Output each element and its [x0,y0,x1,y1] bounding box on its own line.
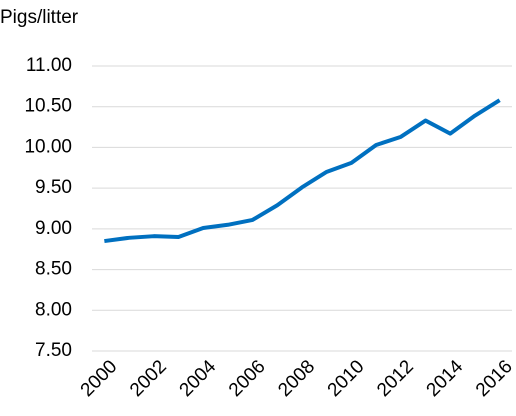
x-tick-label: 2014 [423,356,468,401]
y-tick-label: 9.50 [35,177,72,198]
y-tick-label: 11.00 [26,55,72,76]
y-tick-label: 8.50 [35,259,72,280]
y-tick-label: 7.50 [35,340,72,361]
y-axis-label: Pigs/litter [0,7,79,28]
data-line [104,98,501,244]
y-tick-label: 10.00 [24,136,72,157]
y-tick-label: 8.00 [35,299,72,320]
x-tick-label: 2008 [274,356,319,401]
x-tick-label: 2012 [373,356,418,401]
y-tick-label: 10.50 [24,96,72,117]
x-tick-label: 2006 [225,356,270,401]
x-tick-label: 2004 [176,356,221,401]
x-tick-label: 2010 [324,356,369,401]
x-tick-label: 2002 [126,356,171,401]
x-tick-label: 2016 [472,356,516,401]
x-tick-label: 2000 [77,356,122,401]
y-tick-label: 9.00 [35,218,72,239]
